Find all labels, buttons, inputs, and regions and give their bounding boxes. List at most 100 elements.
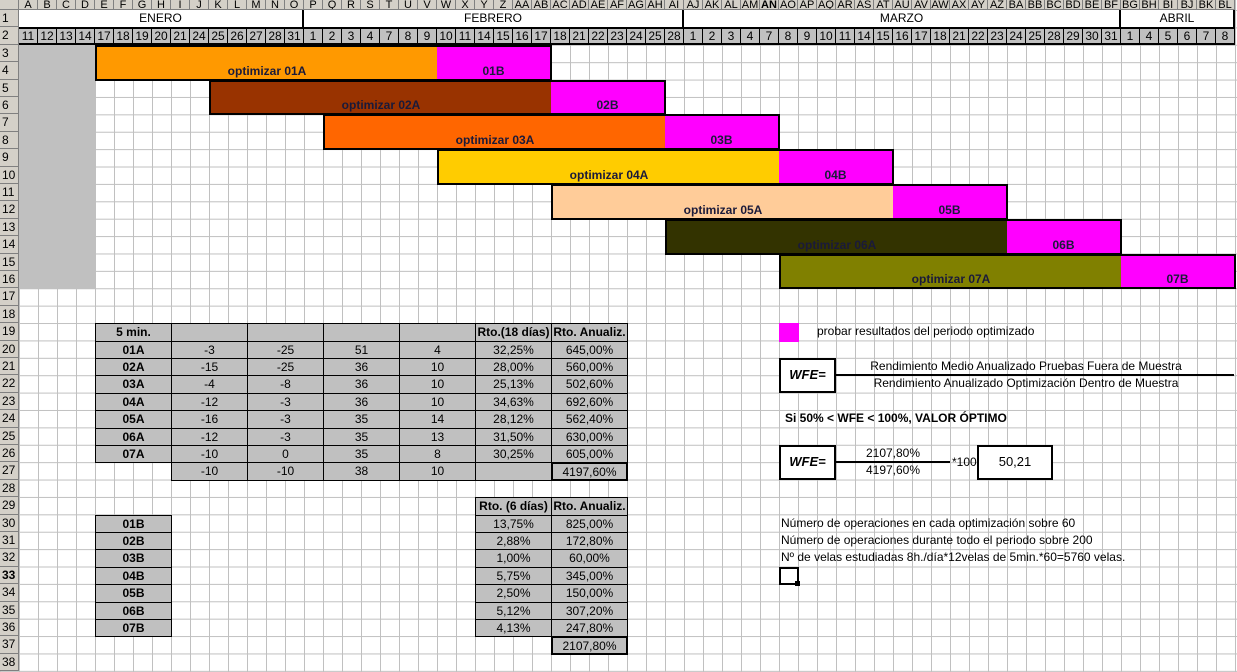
table-a-cell[interactable]: 0 <box>247 445 324 464</box>
column-header-S[interactable]: S <box>361 0 380 10</box>
table-a-cell[interactable]: -3 <box>247 410 324 429</box>
table-b-total[interactable]: 2107,80% <box>551 636 628 655</box>
column-header-AI[interactable]: AI <box>665 0 684 10</box>
column-header-R[interactable]: R <box>342 0 361 10</box>
row-header[interactable]: 4 <box>0 62 19 80</box>
table-a-cell[interactable]: 34,63% <box>475 392 552 412</box>
row-header[interactable]: 5 <box>0 79 19 97</box>
table-b-cell[interactable]: 60,00% <box>551 549 628 568</box>
column-header-H[interactable]: H <box>152 0 171 10</box>
column-header-G[interactable]: G <box>133 0 152 10</box>
table-a-total[interactable]: 4197,60% <box>551 462 628 481</box>
row-header[interactable]: 38 <box>0 653 19 672</box>
column-header-D[interactable]: D <box>76 0 95 10</box>
table-b-cell[interactable]: 825,00% <box>551 514 628 533</box>
table-a-cell[interactable]: 35 <box>323 445 400 464</box>
column-header-U[interactable]: U <box>399 0 418 10</box>
column-header-AH[interactable]: AH <box>646 0 665 10</box>
row-header[interactable]: 3 <box>0 44 19 63</box>
table-a-cell[interactable]: -16 <box>171 410 248 429</box>
row-header[interactable]: 16 <box>0 271 19 289</box>
row-header[interactable]: 37 <box>0 636 19 654</box>
gray-block[interactable] <box>19 44 96 290</box>
table-a-cell[interactable]: 630,00% <box>551 427 628 446</box>
row-header[interactable]: 26 <box>0 445 19 463</box>
table-a-summary-cell[interactable]: 10 <box>399 462 476 481</box>
row-header[interactable]: 32 <box>0 549 19 567</box>
column-header-L[interactable]: L <box>228 0 247 10</box>
column-header-BD[interactable]: BD <box>1064 0 1083 10</box>
table-a-summary-cell[interactable]: 38 <box>323 462 400 481</box>
column-header-BK[interactable]: BK <box>1197 0 1216 10</box>
table-b-row-label[interactable]: 01B <box>95 514 172 533</box>
column-header-BL[interactable]: BL <box>1216 0 1235 10</box>
table-a-cell[interactable]: -3 <box>247 427 324 446</box>
row-header[interactable]: 34 <box>0 584 19 602</box>
table-a-cell[interactable]: 692,60% <box>551 392 628 412</box>
column-header-E[interactable]: E <box>95 0 114 10</box>
row-header[interactable]: 24 <box>0 410 19 428</box>
fill-handle[interactable] <box>795 581 800 587</box>
column-header-AF[interactable]: AF <box>608 0 627 10</box>
table-b-cell[interactable]: 307,20% <box>551 601 628 620</box>
table-a-cell[interactable]: 32,25% <box>475 340 552 359</box>
column-header-AG[interactable]: AG <box>627 0 646 10</box>
table-a-cell[interactable]: 560,00% <box>551 358 628 377</box>
column-header-C[interactable]: C <box>57 0 76 10</box>
table-a-header[interactable]: Rto.(18 días) <box>475 323 552 342</box>
table-a-cell[interactable]: 13 <box>399 427 476 446</box>
row-header[interactable]: 17 <box>0 288 19 306</box>
table-a-cell[interactable]: 35 <box>323 410 400 429</box>
table-a-header[interactable]: 5 min. <box>95 323 172 342</box>
table-a-cell[interactable]: 28,12% <box>475 410 552 429</box>
row-header[interactable]: 1 <box>0 10 19 28</box>
table-a-cell[interactable]: 36 <box>323 375 400 394</box>
column-header-AR[interactable]: AR <box>836 0 855 10</box>
row-header[interactable]: 30 <box>0 514 19 532</box>
column-header-AL[interactable]: AL <box>722 0 741 10</box>
table-a-cell[interactable]: -3 <box>171 340 248 359</box>
column-header-K[interactable]: K <box>209 0 228 10</box>
column-header-BJ[interactable]: BJ <box>1178 0 1197 10</box>
table-a-cell[interactable]: -3 <box>247 392 324 412</box>
table-a-cell[interactable]: 28,00% <box>475 358 552 377</box>
column-header-Y[interactable]: Y <box>475 0 494 10</box>
table-a-row-label[interactable]: 06A <box>95 427 172 446</box>
column-header-AC[interactable]: AC <box>551 0 570 10</box>
column-header-BI[interactable]: BI <box>1159 0 1178 10</box>
table-a-cell[interactable]: 51 <box>323 340 400 359</box>
table-a-cell[interactable]: 35 <box>323 427 400 446</box>
row-header[interactable]: 10 <box>0 166 19 184</box>
table-a-summary-cell[interactable]: -10 <box>171 462 248 481</box>
table-a-cell[interactable]: -10 <box>171 445 248 464</box>
table-a-cell[interactable]: 10 <box>399 358 476 377</box>
legend-swatch[interactable] <box>779 323 799 342</box>
column-header-V[interactable]: V <box>418 0 437 10</box>
column-header-AP[interactable]: AP <box>798 0 817 10</box>
column-header-AN[interactable]: AN <box>760 0 779 10</box>
table-a-header[interactable] <box>323 323 400 342</box>
table-a-row-label[interactable]: 02A <box>95 358 172 377</box>
column-header-BF[interactable]: BF <box>1102 0 1121 10</box>
row-header[interactable]: 31 <box>0 532 19 550</box>
row-header[interactable]: 15 <box>0 253 19 271</box>
row-header[interactable]: 29 <box>0 497 19 515</box>
row-header[interactable]: 18 <box>0 305 19 324</box>
column-header-BB[interactable]: BB <box>1026 0 1045 10</box>
column-header-F[interactable]: F <box>114 0 133 10</box>
column-header-AE[interactable]: AE <box>589 0 608 10</box>
column-header-AW[interactable]: AW <box>931 0 950 10</box>
column-header-Z[interactable]: Z <box>494 0 513 10</box>
column-header-AQ[interactable]: AQ <box>817 0 836 10</box>
column-header-AT[interactable]: AT <box>874 0 893 10</box>
table-a-cell[interactable]: 502,60% <box>551 375 628 394</box>
column-header-N[interactable]: N <box>266 0 285 10</box>
table-a-cell[interactable]: -12 <box>171 427 248 446</box>
column-header-AA[interactable]: AA <box>513 0 532 10</box>
row-header[interactable]: 19 <box>0 323 19 341</box>
column-header-BH[interactable]: BH <box>1140 0 1159 10</box>
table-a-blank-cell[interactable] <box>475 462 552 481</box>
column-header-T[interactable]: T <box>380 0 399 10</box>
column-header-B[interactable]: B <box>38 0 57 10</box>
column-header-AS[interactable]: AS <box>855 0 874 10</box>
